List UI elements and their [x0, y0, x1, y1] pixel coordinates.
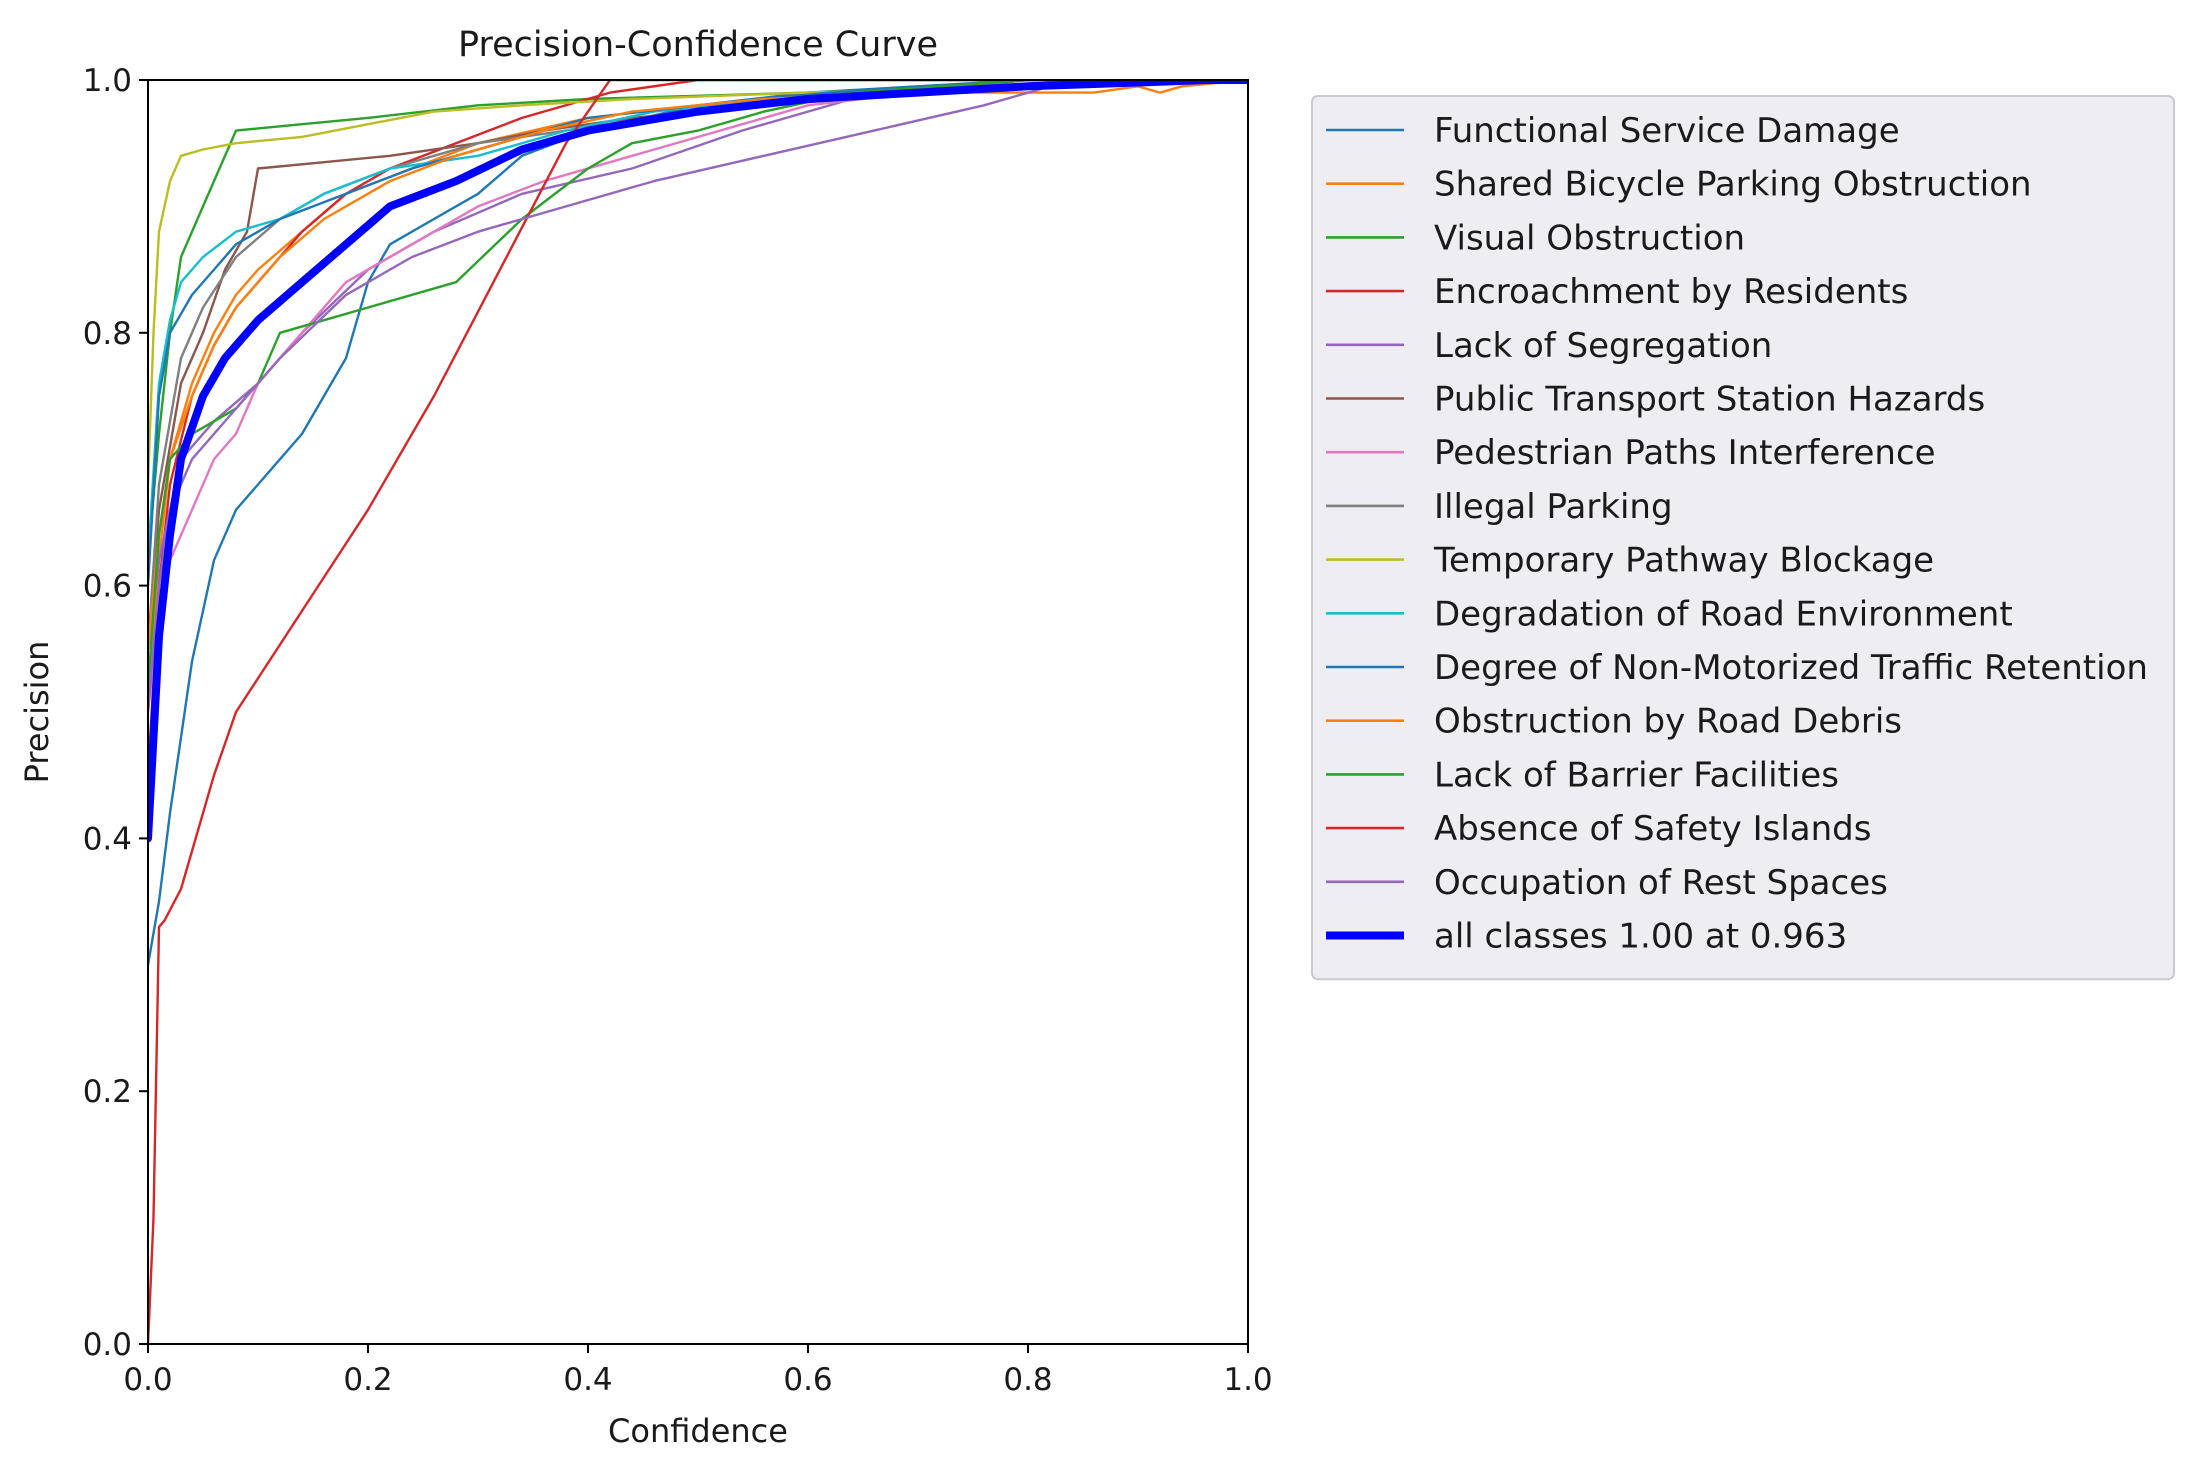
- legend-item: all classes 1.00 at 0.963: [1326, 917, 1847, 957]
- y-axis: 0.0 0.2 0.4 0.6 0.8 1.0: [83, 63, 148, 1363]
- y-tick-label: 0.6: [83, 569, 132, 605]
- x-tick-label: 0.0: [123, 1362, 172, 1398]
- legend-label: Shared Bicycle Parking Obstruction: [1434, 165, 2032, 205]
- legend-label: Degradation of Road Environment: [1434, 594, 2013, 634]
- series-line-13: [148, 80, 1248, 1344]
- legend-item: Shared Bicycle Parking Obstruction: [1326, 165, 2032, 205]
- legend-item: Degree of Non-Motorized Traffic Retentio…: [1326, 648, 2148, 688]
- series-line-8: [148, 80, 1248, 486]
- series-layer: [148, 80, 1248, 1344]
- legend-item: Lack of Barrier Facilities: [1326, 755, 1839, 795]
- legend-label: Pedestrian Paths Interference: [1434, 433, 1936, 473]
- x-tick-label: 0.6: [783, 1362, 832, 1398]
- legend-item: Encroachment by Residents: [1326, 272, 1908, 312]
- y-tick-label: 0.8: [83, 316, 132, 352]
- series-line-7: [148, 80, 1248, 650]
- legend-item: Obstruction by Road Debris: [1326, 702, 1902, 742]
- legend-label: Illegal Parking: [1434, 487, 1673, 527]
- legend-label: Occupation of Rest Spaces: [1434, 863, 1888, 903]
- plot-area: [147, 79, 1249, 1345]
- series-line-6: [148, 80, 1248, 714]
- x-axis: 0.0 0.2 0.4 0.6 0.8 1.0: [123, 1344, 1273, 1398]
- series-line-10: [148, 80, 1248, 587]
- x-axis-label: Confidence: [608, 1412, 788, 1450]
- legend-box: [1311, 95, 2175, 981]
- legend: Functional Service Damage Shared Bicycle …: [1311, 95, 2175, 981]
- chart-title: Precision-Confidence Curve: [458, 25, 938, 65]
- x-tick-label: 0.8: [1003, 1362, 1052, 1398]
- legend-item: Pedestrian Paths Interference: [1326, 433, 1936, 473]
- series-line-3: [148, 80, 1248, 777]
- series-line-15: [148, 80, 1248, 843]
- y-tick-label: 0.4: [83, 821, 132, 857]
- legend-label: Degree of Non-Motorized Traffic Retentio…: [1434, 648, 2148, 688]
- legend-label: Lack of Segregation: [1434, 326, 1772, 366]
- legend-label: Absence of Safety Islands: [1434, 809, 1871, 849]
- series-line-1: [148, 80, 1248, 714]
- series-line-14: [148, 80, 1248, 714]
- legend-label: Encroachment by Residents: [1434, 272, 1908, 312]
- x-tick-label: 1.0: [1223, 1362, 1272, 1398]
- legend-label: all classes 1.00 at 0.963: [1434, 917, 1847, 957]
- legend-label: Temporary Pathway Blockage: [1433, 541, 1934, 581]
- series-line-4: [148, 80, 1248, 650]
- y-tick-label: 1.0: [83, 63, 132, 99]
- x-tick-label: 0.4: [563, 1362, 612, 1398]
- legend-item: Visual Obstruction: [1326, 218, 1745, 258]
- legend-item: Absence of Safety Islands: [1326, 809, 1871, 849]
- legend-label: Visual Obstruction: [1434, 218, 1745, 258]
- legend-item: Occupation of Rest Spaces: [1326, 863, 1888, 903]
- y-tick-label: 0.2: [83, 1074, 132, 1110]
- legend-label: Obstruction by Road Debris: [1434, 702, 1902, 742]
- legend-item: Temporary Pathway Blockage: [1326, 541, 1934, 581]
- legend-item: Illegal Parking: [1326, 487, 1673, 527]
- legend-label: Functional Service Damage: [1434, 111, 1900, 151]
- y-axis-label: Precision: [18, 641, 56, 784]
- y-tick-label: 0.0: [83, 1327, 132, 1363]
- legend-item: Degradation of Road Environment: [1326, 594, 2013, 634]
- x-tick-label: 0.2: [343, 1362, 392, 1398]
- legend-item: Functional Service Damage: [1326, 111, 1900, 151]
- series-line-11: [148, 80, 1248, 650]
- legend-item: Public Transport Station Hazards: [1326, 380, 1985, 420]
- series-line-5: [148, 80, 1248, 650]
- legend-label: Lack of Barrier Facilities: [1434, 755, 1839, 795]
- plot-frame: [147, 79, 1249, 1345]
- legend-label: Public Transport Station Hazards: [1434, 380, 1985, 420]
- legend-item: Lack of Segregation: [1326, 326, 1772, 366]
- series-line-0: [148, 80, 1248, 966]
